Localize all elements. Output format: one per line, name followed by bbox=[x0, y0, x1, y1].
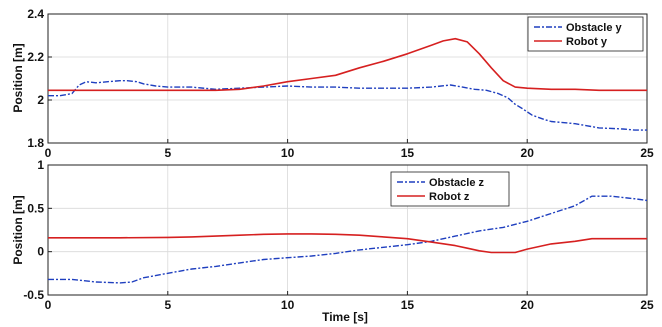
bottom-plot-ylabel: Position [m] bbox=[11, 195, 25, 264]
top-plot-ytick-label: 2.2 bbox=[27, 50, 44, 64]
bottom-plot-series-1-line bbox=[48, 233, 647, 254]
bottom-plot-xtick-label: 25 bbox=[640, 298, 654, 312]
bottom-plot-grid bbox=[47, 164, 648, 296]
top-plot-xtick-label: 20 bbox=[521, 146, 535, 160]
bottom-plot-xlabel: Time [s] bbox=[322, 310, 368, 324]
top-plot-ticks: 0 5 10 15 20 25 1.8 2 2.2 2.4 bbox=[27, 7, 654, 160]
top-plot-xtick-label: 25 bbox=[640, 146, 654, 160]
bottom-plot-series bbox=[48, 195, 648, 284]
top-plot-legend-box bbox=[527, 16, 644, 52]
bottom-plot-legend: Obstacle z Robot z bbox=[390, 171, 510, 207]
top-plot-ytick-label: 2 bbox=[37, 93, 44, 107]
bottom-plot-ticks: 0 5 10 15 20 25-0.500.51 bbox=[23, 158, 654, 312]
bottom-plot-legend-box bbox=[390, 171, 510, 207]
bottom-plot-xtick-label: 10 bbox=[281, 298, 295, 312]
top-plot-legend-label-1: Robot y bbox=[566, 36, 608, 48]
top-plot-ylabel: Position [m] bbox=[11, 43, 25, 112]
top-plot-ytick-label: 1.8 bbox=[27, 136, 44, 150]
bottom-plot: 0 5 10 15 20 25-0.500.51 Position [m] Time [s… bbox=[11, 158, 654, 324]
top-plot-xtick-label: 10 bbox=[281, 146, 295, 160]
bottom-plot-ytick-label: 1 bbox=[37, 158, 44, 172]
bottom-plot-ytick-label: 0 bbox=[37, 245, 44, 259]
bottom-plot-xtick-label: 0 bbox=[45, 298, 52, 312]
top-plot-frame bbox=[47, 13, 648, 144]
top-plot-ytick-label: 2.4 bbox=[27, 7, 44, 21]
bottom-plot-legend-label-0: Obstacle z bbox=[429, 177, 485, 189]
bottom-plot-ytick-label: 0.5 bbox=[27, 201, 44, 215]
bottom-plot-series-0-line bbox=[48, 195, 648, 284]
top-plot-series-0-line bbox=[48, 79, 647, 131]
bottom-plot-xtick-label: 15 bbox=[401, 298, 415, 312]
top-plot-series-1-line bbox=[48, 37, 647, 92]
bottom-plot-xtick-label: 5 bbox=[164, 298, 171, 312]
bottom-plot-frame bbox=[47, 164, 648, 296]
top-plot-legend: Obstacle y Robot y bbox=[527, 16, 644, 52]
bottom-plot-ytick-label: -0.5 bbox=[23, 288, 44, 302]
bottom-plot-legend-label-1: Robot z bbox=[429, 191, 470, 203]
top-plot-xtick-label: 15 bbox=[401, 146, 415, 160]
bottom-plot-xtick-label: 20 bbox=[521, 298, 535, 312]
top-plot-xtick-label: 0 bbox=[45, 146, 52, 160]
top-plot: 0 5 10 15 20 25 1.8 2 2.2 2.4 Position [m] Obstac… bbox=[11, 7, 654, 160]
top-plot-legend-label-0: Obstacle y bbox=[566, 22, 623, 34]
top-plot-series bbox=[48, 37, 647, 131]
top-plot-xtick-label: 5 bbox=[164, 146, 171, 160]
